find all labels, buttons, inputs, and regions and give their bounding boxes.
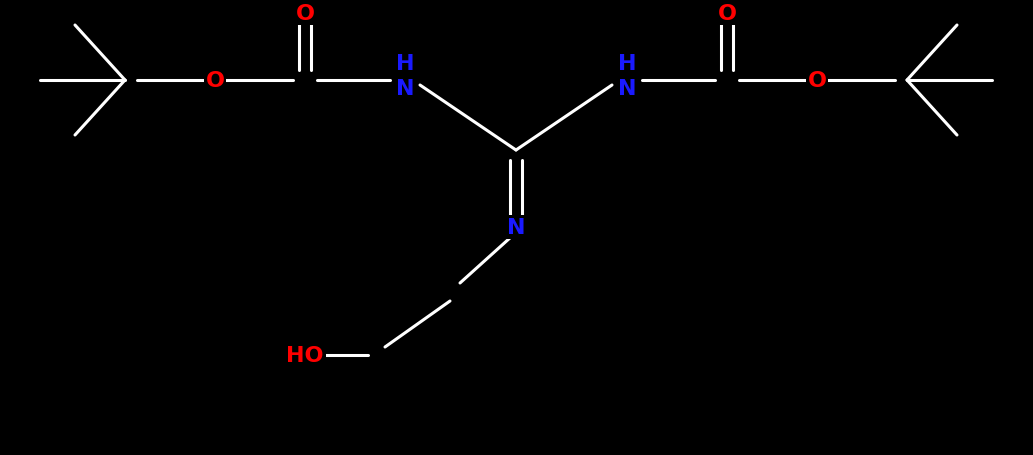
Text: HO: HO	[286, 345, 323, 365]
Text: O: O	[808, 71, 826, 91]
Text: H: H	[396, 54, 414, 74]
Text: N: N	[396, 79, 414, 99]
Text: N: N	[507, 217, 525, 238]
Text: O: O	[295, 4, 314, 24]
Text: O: O	[206, 71, 224, 91]
Text: N: N	[618, 79, 636, 99]
Text: O: O	[718, 4, 737, 24]
Text: H: H	[618, 54, 636, 74]
